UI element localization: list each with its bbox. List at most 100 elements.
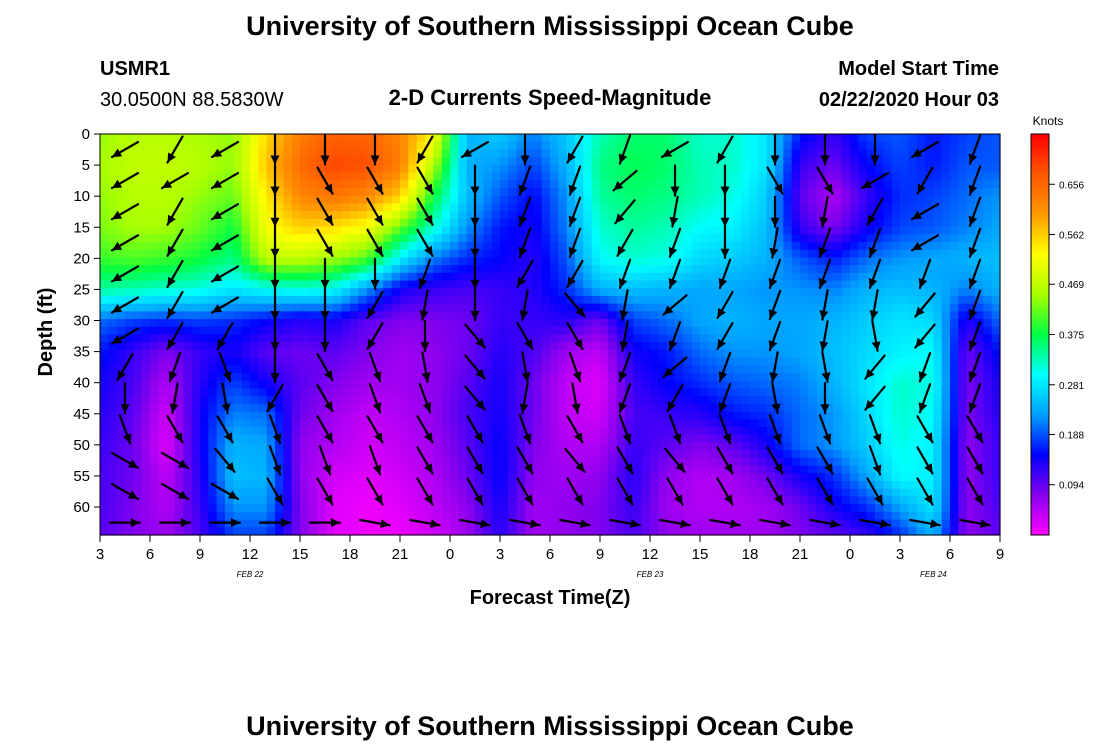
heatmap-cell — [850, 280, 859, 289]
heatmap-cell — [166, 388, 176, 397]
heatmap-cell — [500, 180, 509, 189]
heatmap-cell — [466, 334, 476, 343]
heatmap-cell — [616, 457, 626, 467]
heatmap-cell — [941, 265, 951, 274]
heatmap-cell — [125, 481, 134, 490]
heatmap-cell — [941, 141, 951, 151]
heatmap-cell — [483, 164, 493, 174]
heatmap-cell — [383, 326, 393, 336]
heatmap-cell — [258, 311, 268, 320]
heatmap-cell — [633, 157, 643, 166]
heatmap-cell — [100, 203, 109, 212]
heatmap-cell — [108, 419, 118, 428]
heatmap-cell — [458, 249, 468, 258]
heatmap-cell — [666, 373, 676, 382]
heatmap-cell — [558, 180, 568, 189]
heatmap-cell — [208, 319, 218, 328]
heatmap-cell — [766, 419, 776, 428]
heatmap-cell — [216, 319, 226, 328]
heatmap-cell — [825, 419, 834, 428]
heatmap-cell — [266, 280, 276, 289]
heatmap-cell — [308, 427, 318, 436]
heatmap-cell — [650, 396, 659, 405]
heatmap-cell — [691, 442, 701, 451]
heatmap-cell — [658, 450, 668, 459]
heatmap-cell — [241, 411, 251, 420]
heatmap-cell — [341, 195, 351, 204]
heatmap-cell — [600, 419, 609, 428]
heatmap-cell — [733, 326, 743, 336]
heatmap-cell — [866, 265, 876, 274]
heatmap-cell — [925, 180, 934, 189]
heatmap-cell — [125, 442, 134, 451]
heatmap-cell — [216, 481, 226, 490]
heatmap-cell — [316, 434, 326, 444]
heatmap-cell — [675, 303, 684, 312]
heatmap-cell — [366, 180, 376, 189]
heatmap-cell — [425, 288, 434, 297]
heatmap-cell — [666, 334, 676, 343]
heatmap-cell — [291, 373, 301, 382]
heatmap-cell — [416, 164, 426, 174]
heatmap-cell — [566, 373, 576, 382]
heatmap-cell — [758, 419, 768, 428]
heatmap-cell — [391, 411, 401, 420]
heatmap-cell — [350, 272, 359, 282]
heatmap-cell — [158, 488, 168, 498]
heatmap-cell — [933, 272, 943, 282]
heatmap-cell — [975, 403, 984, 413]
heatmap-cell — [475, 157, 484, 166]
heatmap-cell — [883, 241, 893, 251]
heatmap-cell — [883, 365, 893, 374]
heatmap-cell — [533, 288, 543, 297]
heatmap-cell — [850, 342, 859, 351]
heatmap-cell — [708, 419, 718, 428]
heatmap-cell — [966, 442, 976, 451]
heatmap-cell — [133, 342, 143, 351]
heatmap-cell — [483, 241, 493, 251]
heatmap-cell — [683, 342, 693, 351]
heatmap-cell — [758, 149, 768, 158]
heatmap-cell — [458, 365, 468, 374]
heatmap-cell — [583, 157, 593, 166]
heatmap-cell — [941, 311, 951, 320]
heatmap-cell — [766, 365, 776, 374]
heatmap-cell — [333, 265, 343, 274]
heatmap-cell — [758, 442, 768, 451]
heatmap-cell — [933, 280, 943, 289]
heatmap-cell — [525, 295, 534, 305]
heatmap-cell — [616, 288, 626, 297]
heatmap-cell — [300, 141, 309, 151]
heatmap-cell — [133, 257, 143, 266]
heatmap-cell — [450, 380, 459, 390]
heatmap-cell — [333, 288, 343, 297]
heatmap-cell — [766, 427, 776, 436]
heatmap-cell — [200, 134, 209, 143]
heatmap-cell — [508, 349, 518, 359]
heatmap-cell — [958, 349, 968, 359]
heatmap-cell — [908, 457, 918, 467]
heatmap-cell — [533, 149, 543, 158]
heatmap-cell — [616, 141, 626, 151]
heatmap-cell — [575, 295, 584, 305]
heatmap-cell — [400, 218, 409, 228]
heatmap-cell — [766, 434, 776, 444]
heatmap-cell — [258, 187, 268, 197]
heatmap-cell — [900, 187, 909, 197]
heatmap-cell — [841, 403, 851, 413]
heatmap-cell — [125, 427, 134, 436]
heatmap-cell — [766, 172, 776, 181]
heatmap-cell — [975, 311, 984, 320]
heatmap-cell — [500, 149, 509, 158]
heatmap-cell — [666, 180, 676, 189]
heatmap-cell — [625, 411, 634, 420]
heatmap-cell — [633, 265, 643, 274]
heatmap-cell — [575, 442, 584, 451]
heatmap-cell — [233, 311, 243, 320]
heatmap-cell — [458, 411, 468, 420]
heatmap-cell — [250, 365, 259, 374]
heatmap-cell — [691, 396, 701, 405]
heatmap-cell — [816, 319, 826, 328]
heatmap-cell — [941, 411, 951, 420]
heatmap-cell — [400, 226, 409, 235]
